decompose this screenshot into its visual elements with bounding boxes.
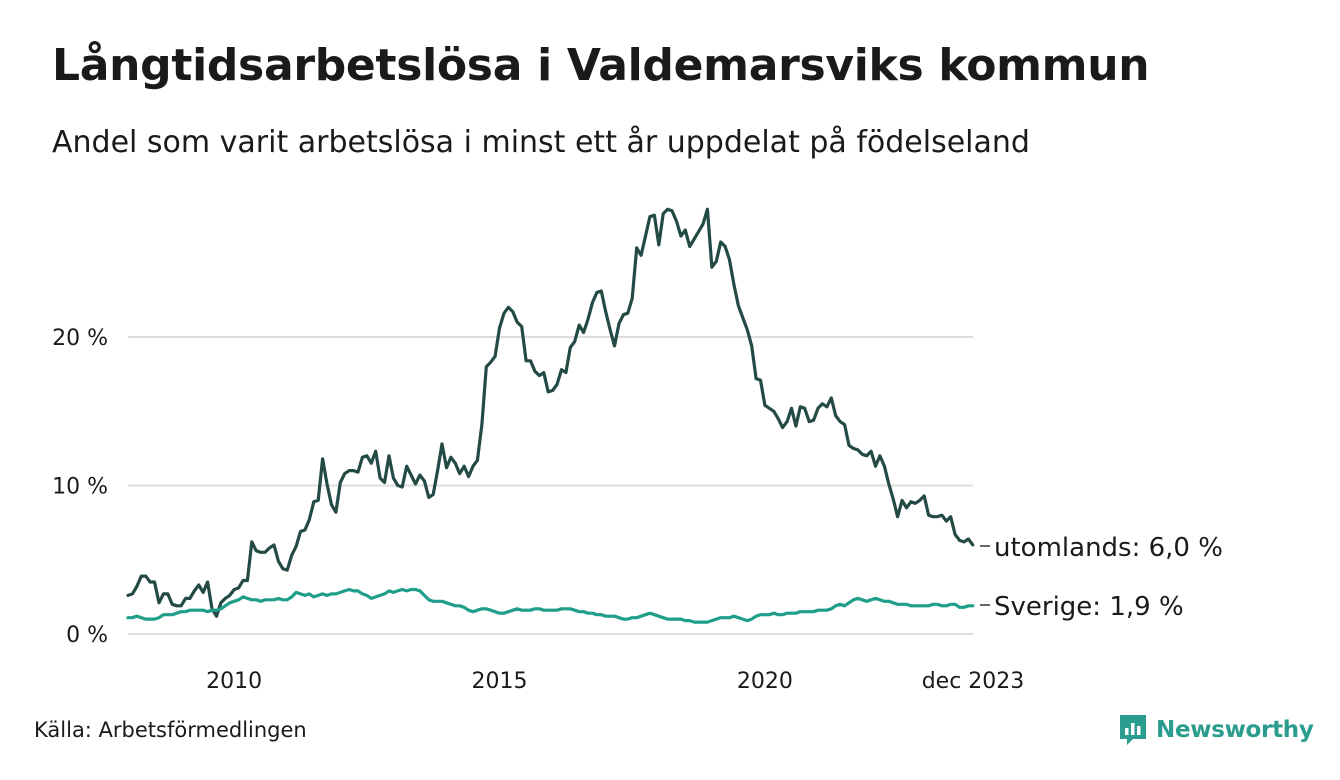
x-tick-label: 2020 [737, 669, 793, 694]
y-tick-label: 20 % [52, 326, 108, 351]
newsworthy-logo[interactable]: Newsworthy [1118, 713, 1314, 747]
y-tick-label: 10 % [52, 475, 108, 500]
chart-title: Långtidsarbetslösa i Valdemarsviks kommu… [52, 40, 1150, 91]
series-line-utomlands [126, 207, 975, 618]
newsworthy-logo-text: Newsworthy [1156, 717, 1314, 743]
newsworthy-logo-icon [1120, 715, 1146, 745]
x-tick-label: 2015 [472, 669, 528, 694]
y-tick-label: 0 % [66, 623, 108, 648]
chart-subtitle: Andel som varit arbetslösa i minst ett å… [52, 125, 1030, 160]
end-label-sverige: Sverige: 1,9 % [994, 592, 1184, 622]
source-note: Källa: Arbetsförmedlingen [34, 718, 307, 742]
series-line-sverige [126, 587, 975, 624]
x-tick-label: dec 2023 [922, 669, 1025, 694]
end-label-utomlands: utomlands: 6,0 % [994, 533, 1223, 563]
x-tick-label: 2010 [206, 669, 262, 694]
